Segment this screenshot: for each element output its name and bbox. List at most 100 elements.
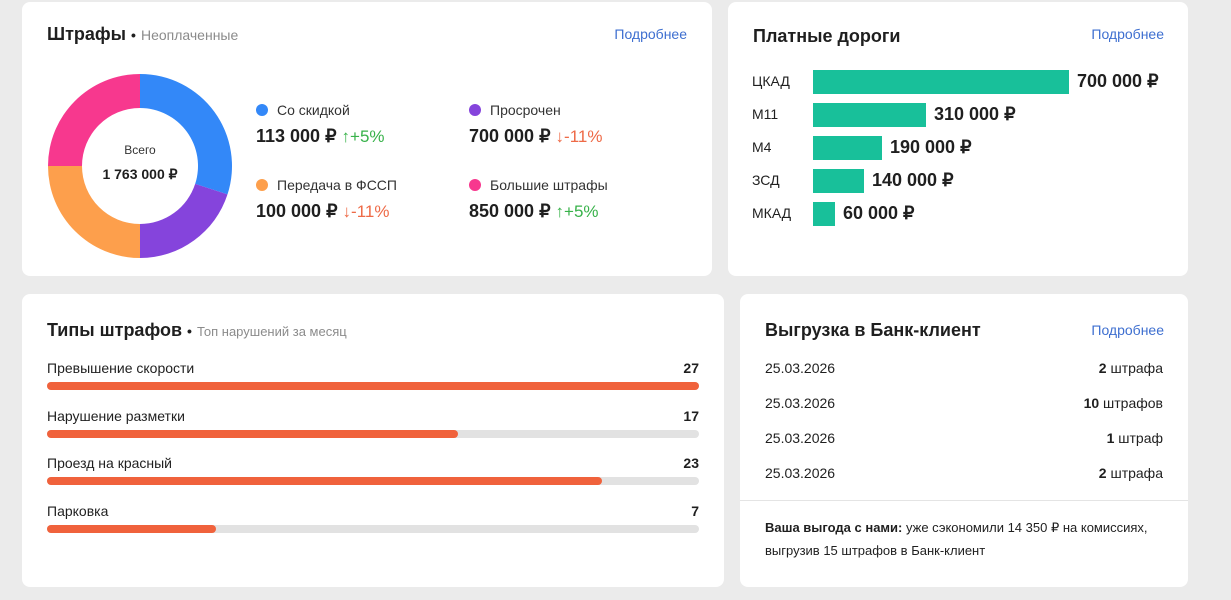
stat-big-fines-label: Большие штрафы (490, 177, 608, 193)
fine-type-count: 17 (683, 407, 699, 424)
export-row[interactable]: 25.03.2026 10 штрафов (765, 395, 1163, 415)
toll-road-name: ЦКАД (752, 73, 790, 89)
donut-segment-1[interactable] (140, 183, 228, 258)
export-row-num: 2 (1098, 360, 1107, 376)
stat-fssp-value-row: 100 000 ₽ ↓-11% (256, 201, 456, 222)
fine-type-progress-track (47, 477, 699, 485)
stat-overdue-value: 700 000 ₽ (469, 126, 551, 146)
export-row-date: 25.03.2026 (765, 465, 836, 481)
fine-type-progress-track (47, 429, 699, 438)
export-row[interactable]: 25.03.2026 2 штрафа (765, 360, 1163, 380)
toll-roads-card: Платные дороги Подробнее ЦКАД 700 000 ₽ М1… (728, 2, 1188, 276)
donut-svg (48, 74, 232, 258)
donut-segment-3[interactable] (48, 74, 140, 166)
stat-overdue-trend: ↓-11% (555, 127, 603, 146)
fine-type-progress-fill (47, 382, 699, 390)
export-row-count: 2 штрафа (1099, 360, 1163, 376)
stat-overdue-value-row: 700 000 ₽ ↓-11% (469, 126, 669, 147)
fines-subtitle: Неоплаченные (140, 27, 239, 43)
fine-types-separator: • (187, 323, 192, 339)
export-row[interactable]: 25.03.2026 2 штрафа (765, 465, 1163, 485)
fine-types-card: Типы штрафов • Топ нарушений за месяц Пр… (22, 294, 724, 587)
stat-overdue-dot (469, 104, 481, 116)
fines-title-text: Штрафы (47, 24, 127, 44)
stat-big-fines-label-row: Большие штрафы (469, 177, 669, 193)
fines-more-link[interactable]: Подробнее (614, 26, 687, 42)
stat-discount[interactable]: Со скидкой 113 000 ₽ ↑+5% (256, 102, 456, 147)
export-row-date: 25.03.2026 (765, 430, 836, 446)
toll-road-row[interactable]: ЗСД 140 000 ₽ (752, 169, 1172, 193)
fine-type-name: Превышение скорости (47, 360, 195, 376)
export-row-date: 25.03.2026 (765, 395, 836, 411)
stat-discount-dot (256, 104, 268, 116)
donut-total-caption: Всего (124, 143, 156, 157)
donut-center: Всего 1 763 000 ₽ (47, 73, 233, 259)
fine-type-progress-fill (47, 477, 603, 485)
export-savings-note: Ваша выгода с нами: уже сэкономили 14 35… (765, 516, 1155, 562)
export-row-count: 10 штрафов (1084, 395, 1163, 411)
fines-card: Штрафы • Неоплаченные Подробнее Всего 1 … (22, 2, 712, 276)
fine-type-row[interactable]: Превышение скорости 27 (47, 360, 699, 400)
stat-fssp-value: 100 000 ₽ (256, 201, 338, 221)
toll-road-amount: 60 000 ₽ (843, 203, 915, 223)
stat-fssp-label-row: Передача в ФССП (256, 177, 456, 193)
export-row-unit: штрафов (1103, 395, 1163, 411)
fine-type-progress-fill (47, 524, 217, 533)
fine-type-count: 23 (683, 455, 699, 471)
toll-road-row[interactable]: М11 310 000 ₽ (752, 103, 1172, 127)
donut-segment-0[interactable] (140, 74, 232, 195)
bank-client-export-card: Выгрузка в Банк-клиент Подробнее 25.03.2… (740, 294, 1188, 587)
fine-type-row[interactable]: Парковка 7 (47, 503, 699, 543)
fine-type-row[interactable]: Проезд на красный 23 (47, 455, 699, 495)
stat-fssp-label: Передача в ФССП (277, 177, 397, 193)
toll-road-name: М4 (752, 139, 772, 155)
export-row-unit: штрафа (1110, 465, 1163, 481)
fines-title: Штрафы • Неоплаченные (47, 24, 238, 45)
stat-big-fines-dot (469, 179, 481, 191)
stat-big-fines[interactable]: Большие штрафы 850 000 ₽ ↑+5% (469, 177, 669, 222)
toll-road-bar (813, 136, 882, 160)
toll-road-bar (813, 169, 864, 193)
toll-road-amount: 310 000 ₽ (934, 104, 1016, 124)
toll-roads-more-link[interactable]: Подробнее (1091, 26, 1164, 42)
export-row-count: 1 штраф (1107, 430, 1163, 446)
donut-segment-2[interactable] (48, 166, 140, 258)
export-row-num: 1 (1106, 430, 1115, 446)
stat-big-fines-value: 850 000 ₽ (469, 201, 551, 221)
fine-type-row[interactable]: Нарушение разметки 17 (47, 408, 699, 448)
export-row-unit: штраф (1118, 430, 1163, 446)
fine-type-count: 7 (691, 502, 699, 519)
fine-type-name: Парковка (47, 502, 109, 519)
stat-discount-value-row: 113 000 ₽ ↑+5% (256, 126, 456, 147)
export-row-num: 10 (1083, 395, 1100, 411)
stat-overdue[interactable]: Просрочен 700 000 ₽ ↓-11% (469, 102, 669, 147)
stat-overdue-label-row: Просрочен (469, 102, 669, 118)
toll-road-bar (813, 70, 1069, 94)
stat-fssp-trend: ↓-11% (342, 202, 390, 221)
toll-road-row[interactable]: ЦКАД 700 000 ₽ (752, 70, 1172, 94)
toll-road-row[interactable]: МКАД 60 000 ₽ (752, 202, 1172, 226)
fine-type-count: 27 (683, 360, 699, 376)
stat-big-fines-value-row: 850 000 ₽ ↑+5% (469, 201, 669, 222)
export-row[interactable]: 25.03.2026 1 штраф (765, 430, 1163, 450)
fine-type-progress-track (47, 382, 699, 390)
stat-fssp[interactable]: Передача в ФССП 100 000 ₽ ↓-11% (256, 177, 456, 222)
fines-donut-chart: Всего 1 763 000 ₽ (47, 73, 233, 259)
export-row-unit: штрафа (1110, 360, 1163, 376)
fine-types-title-text: Типы штрафов (47, 320, 183, 340)
export-divider (740, 500, 1188, 501)
stat-big-fines-trend: ↑+5% (555, 202, 599, 221)
export-more-link[interactable]: Подробнее (1091, 322, 1164, 338)
toll-road-bar (813, 103, 926, 127)
donut-total-value: 1 763 000 ₽ (102, 166, 178, 182)
toll-road-row[interactable]: М4 190 000 ₽ (752, 136, 1172, 160)
export-row-date: 25.03.2026 (765, 360, 836, 376)
toll-road-amount: 190 000 ₽ (890, 137, 972, 157)
fine-type-progress-track (47, 524, 699, 533)
fine-type-name: Нарушение разметки (47, 407, 185, 424)
toll-road-amount: 140 000 ₽ (872, 170, 954, 190)
fine-types-title: Типы штрафов • Топ нарушений за месяц (47, 320, 347, 341)
stat-fssp-dot (256, 179, 268, 191)
export-row-num: 2 (1098, 465, 1107, 481)
export-title: Выгрузка в Банк-клиент (765, 320, 981, 340)
